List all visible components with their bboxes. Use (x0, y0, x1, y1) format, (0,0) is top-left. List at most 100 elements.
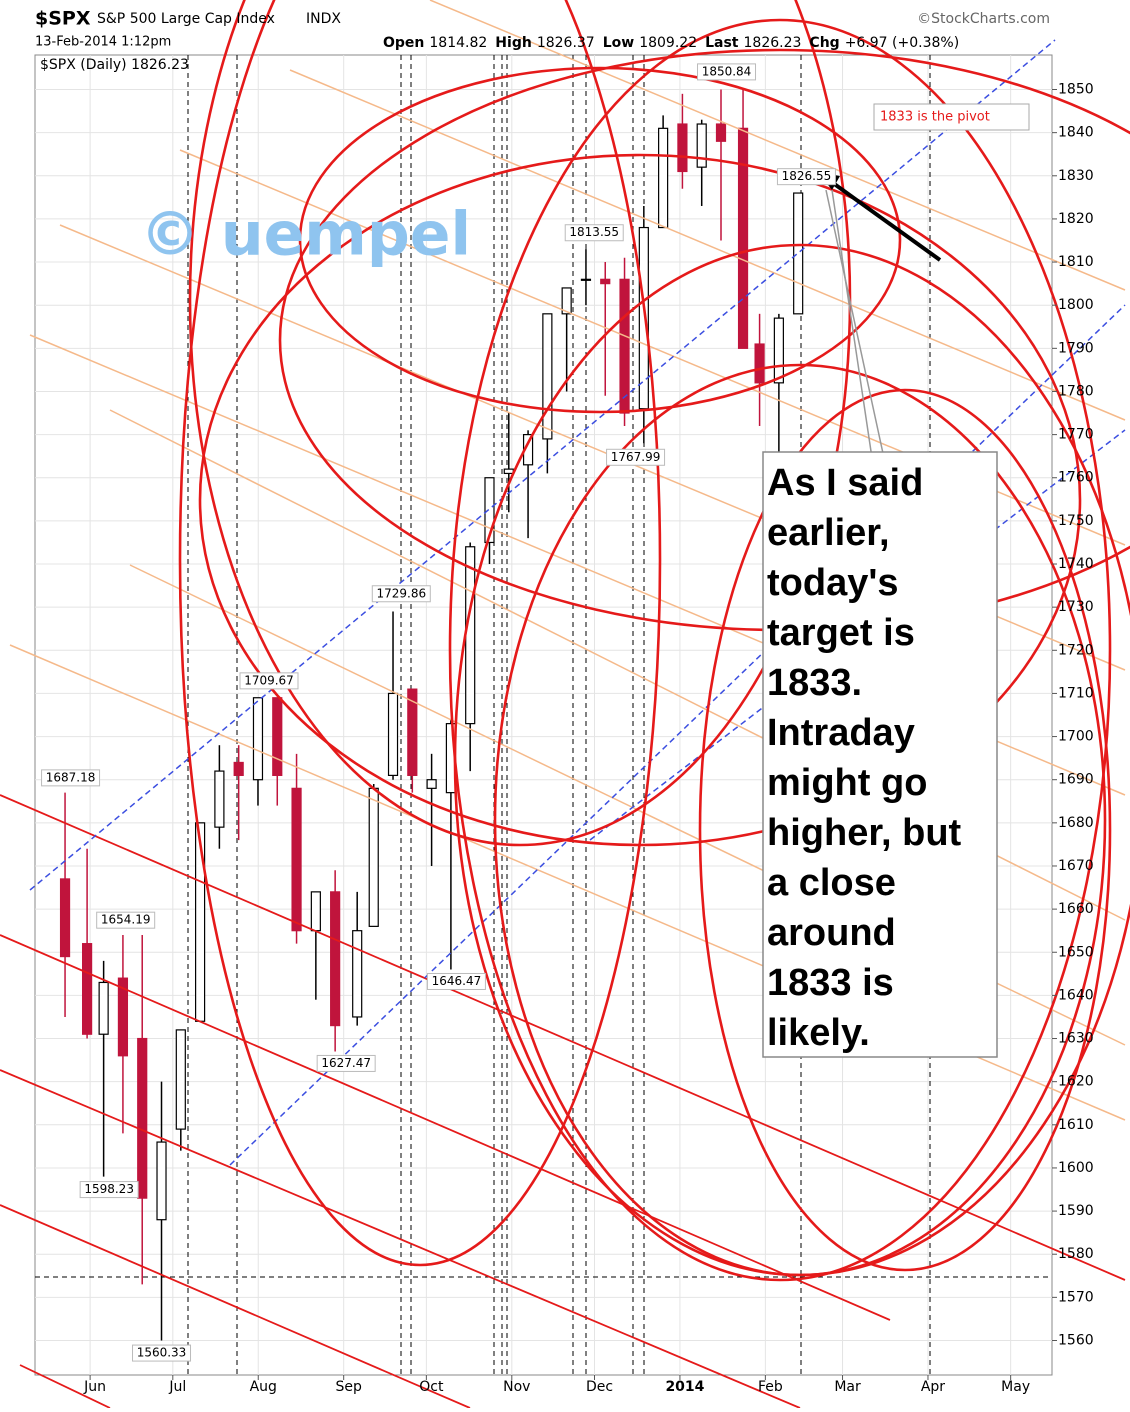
candle-body (407, 688, 418, 776)
price-label-box (41, 769, 101, 787)
x-tick-label: Feb (758, 1379, 783, 1395)
candle-body (600, 278, 611, 285)
candle-body (715, 123, 727, 142)
x-tick-label: May (1001, 1379, 1030, 1395)
y-tick-label: 1750 (1058, 513, 1094, 529)
price-label: 1813.55 (569, 225, 619, 239)
candle-body (484, 477, 495, 544)
price-label: 1654.19 (101, 913, 151, 927)
quote-label: Open (383, 35, 424, 51)
candle-body (387, 692, 399, 776)
candle-body (272, 697, 283, 776)
candle-body (214, 770, 225, 828)
x-tick-label: 2014 (665, 1379, 704, 1395)
candle-body (368, 787, 379, 927)
y-tick-label: 1600 (1058, 1160, 1094, 1176)
price-label: 1729.86 (376, 586, 426, 600)
y-tick-label: 1630 (1058, 1031, 1094, 1047)
y-tick-label: 1650 (1058, 944, 1094, 960)
candle-body (117, 977, 129, 1057)
quote-value: 1826.37 (537, 35, 595, 51)
candle-body (137, 1037, 148, 1199)
candle-body (310, 891, 321, 932)
x-tick-label: Jun (83, 1379, 106, 1395)
quote-label: High (495, 35, 532, 51)
y-tick-label: 1730 (1058, 599, 1094, 615)
price-label-box (316, 1054, 376, 1072)
candle-body (754, 343, 765, 384)
y-tick-label: 1660 (1058, 901, 1094, 917)
note-line: As I said (767, 462, 923, 504)
note-line: Intraday (767, 712, 915, 754)
x-tick-label: Dec (586, 1379, 613, 1395)
quote-label: Low (603, 35, 635, 51)
y-tick-label: 1690 (1058, 772, 1094, 788)
price-label-box (426, 972, 486, 990)
candle-body (677, 123, 688, 173)
price-label: 1687.18 (46, 770, 96, 784)
candle-body (619, 278, 630, 414)
price-label-box (776, 168, 836, 186)
quote-value: +6.97 (+0.38%) (845, 35, 959, 51)
price-label: 1646.47 (432, 974, 482, 988)
candle-body (737, 127, 749, 349)
quote: Open 1814.82 High 1826.37 Low 1809.22 Last 1826… (383, 35, 959, 51)
candle-body (233, 761, 244, 776)
y-tick-label: 1670 (1058, 858, 1094, 874)
y-tick-label: 1720 (1058, 642, 1094, 658)
timestamp: 13-Feb-2014 1:12pm (35, 35, 171, 50)
y-tick-label: 1580 (1058, 1246, 1094, 1262)
candles (59, 89, 804, 1341)
candle-body (330, 891, 341, 1027)
y-tick-label: 1610 (1058, 1117, 1094, 1133)
x-tick-label: Oct (419, 1379, 444, 1395)
y-tick-label: 1770 (1058, 427, 1094, 443)
candle-body (638, 226, 649, 410)
price-label: 1598.23 (84, 1182, 134, 1196)
y-tick-label: 1840 (1058, 125, 1094, 141)
note-line: higher, but (767, 812, 962, 854)
y-tick-label: 1620 (1058, 1074, 1094, 1090)
y-tick-label: 1790 (1058, 340, 1094, 356)
note-line: a close (767, 862, 896, 904)
price-label-box (564, 224, 624, 242)
quote-value: 1814.82 (429, 35, 487, 51)
price-label: 1627.47 (321, 1056, 371, 1070)
quote-label: Last (705, 35, 739, 51)
quote-value: 1826.23 (744, 35, 802, 51)
candle-body (658, 127, 669, 229)
axes: 1560 1570 1580 1590 1600 1610 1620 1630 1640 1650… (83, 82, 1093, 1395)
y-tick-label: 1680 (1058, 815, 1094, 831)
y-tick-label: 1820 (1058, 211, 1094, 227)
candle-body (542, 313, 553, 440)
y-tick-label: 1780 (1058, 383, 1094, 399)
price-label-box (697, 63, 757, 81)
quote-label: Chg (809, 35, 839, 51)
candle-body (291, 787, 302, 932)
y-tick-label: 1640 (1058, 987, 1094, 1003)
note-line: today's (767, 562, 899, 604)
candle-body (175, 1029, 186, 1130)
x-tick-label: Apr (921, 1379, 945, 1395)
y-tick-label: 1560 (1058, 1332, 1094, 1348)
price-label-box (239, 672, 299, 690)
x-tick-label: Jul (168, 1379, 186, 1395)
note-line: target is (767, 612, 915, 654)
annotations: 1687.18 1654.19 1598.23 1560.33 1709.67 1627.… (41, 63, 836, 1362)
note-box (762, 451, 998, 1058)
candle-body (503, 468, 514, 475)
pivot-note: 1833 is the pivot (880, 110, 990, 125)
source: ©StockCharts.com (917, 11, 1050, 27)
y-tick-label: 1740 (1058, 556, 1094, 572)
candle-body (194, 822, 206, 1022)
price-label: 1709.67 (244, 673, 294, 687)
y-tick-label: 1760 (1058, 470, 1094, 486)
candle-body (561, 287, 572, 315)
x-tick-label: Mar (834, 1379, 861, 1395)
pivot-box (873, 103, 1030, 131)
price-label-box (371, 585, 431, 603)
x-tick-label: Aug (250, 1379, 277, 1395)
note-line: earlier, (767, 512, 890, 554)
price-label-box (606, 448, 666, 466)
